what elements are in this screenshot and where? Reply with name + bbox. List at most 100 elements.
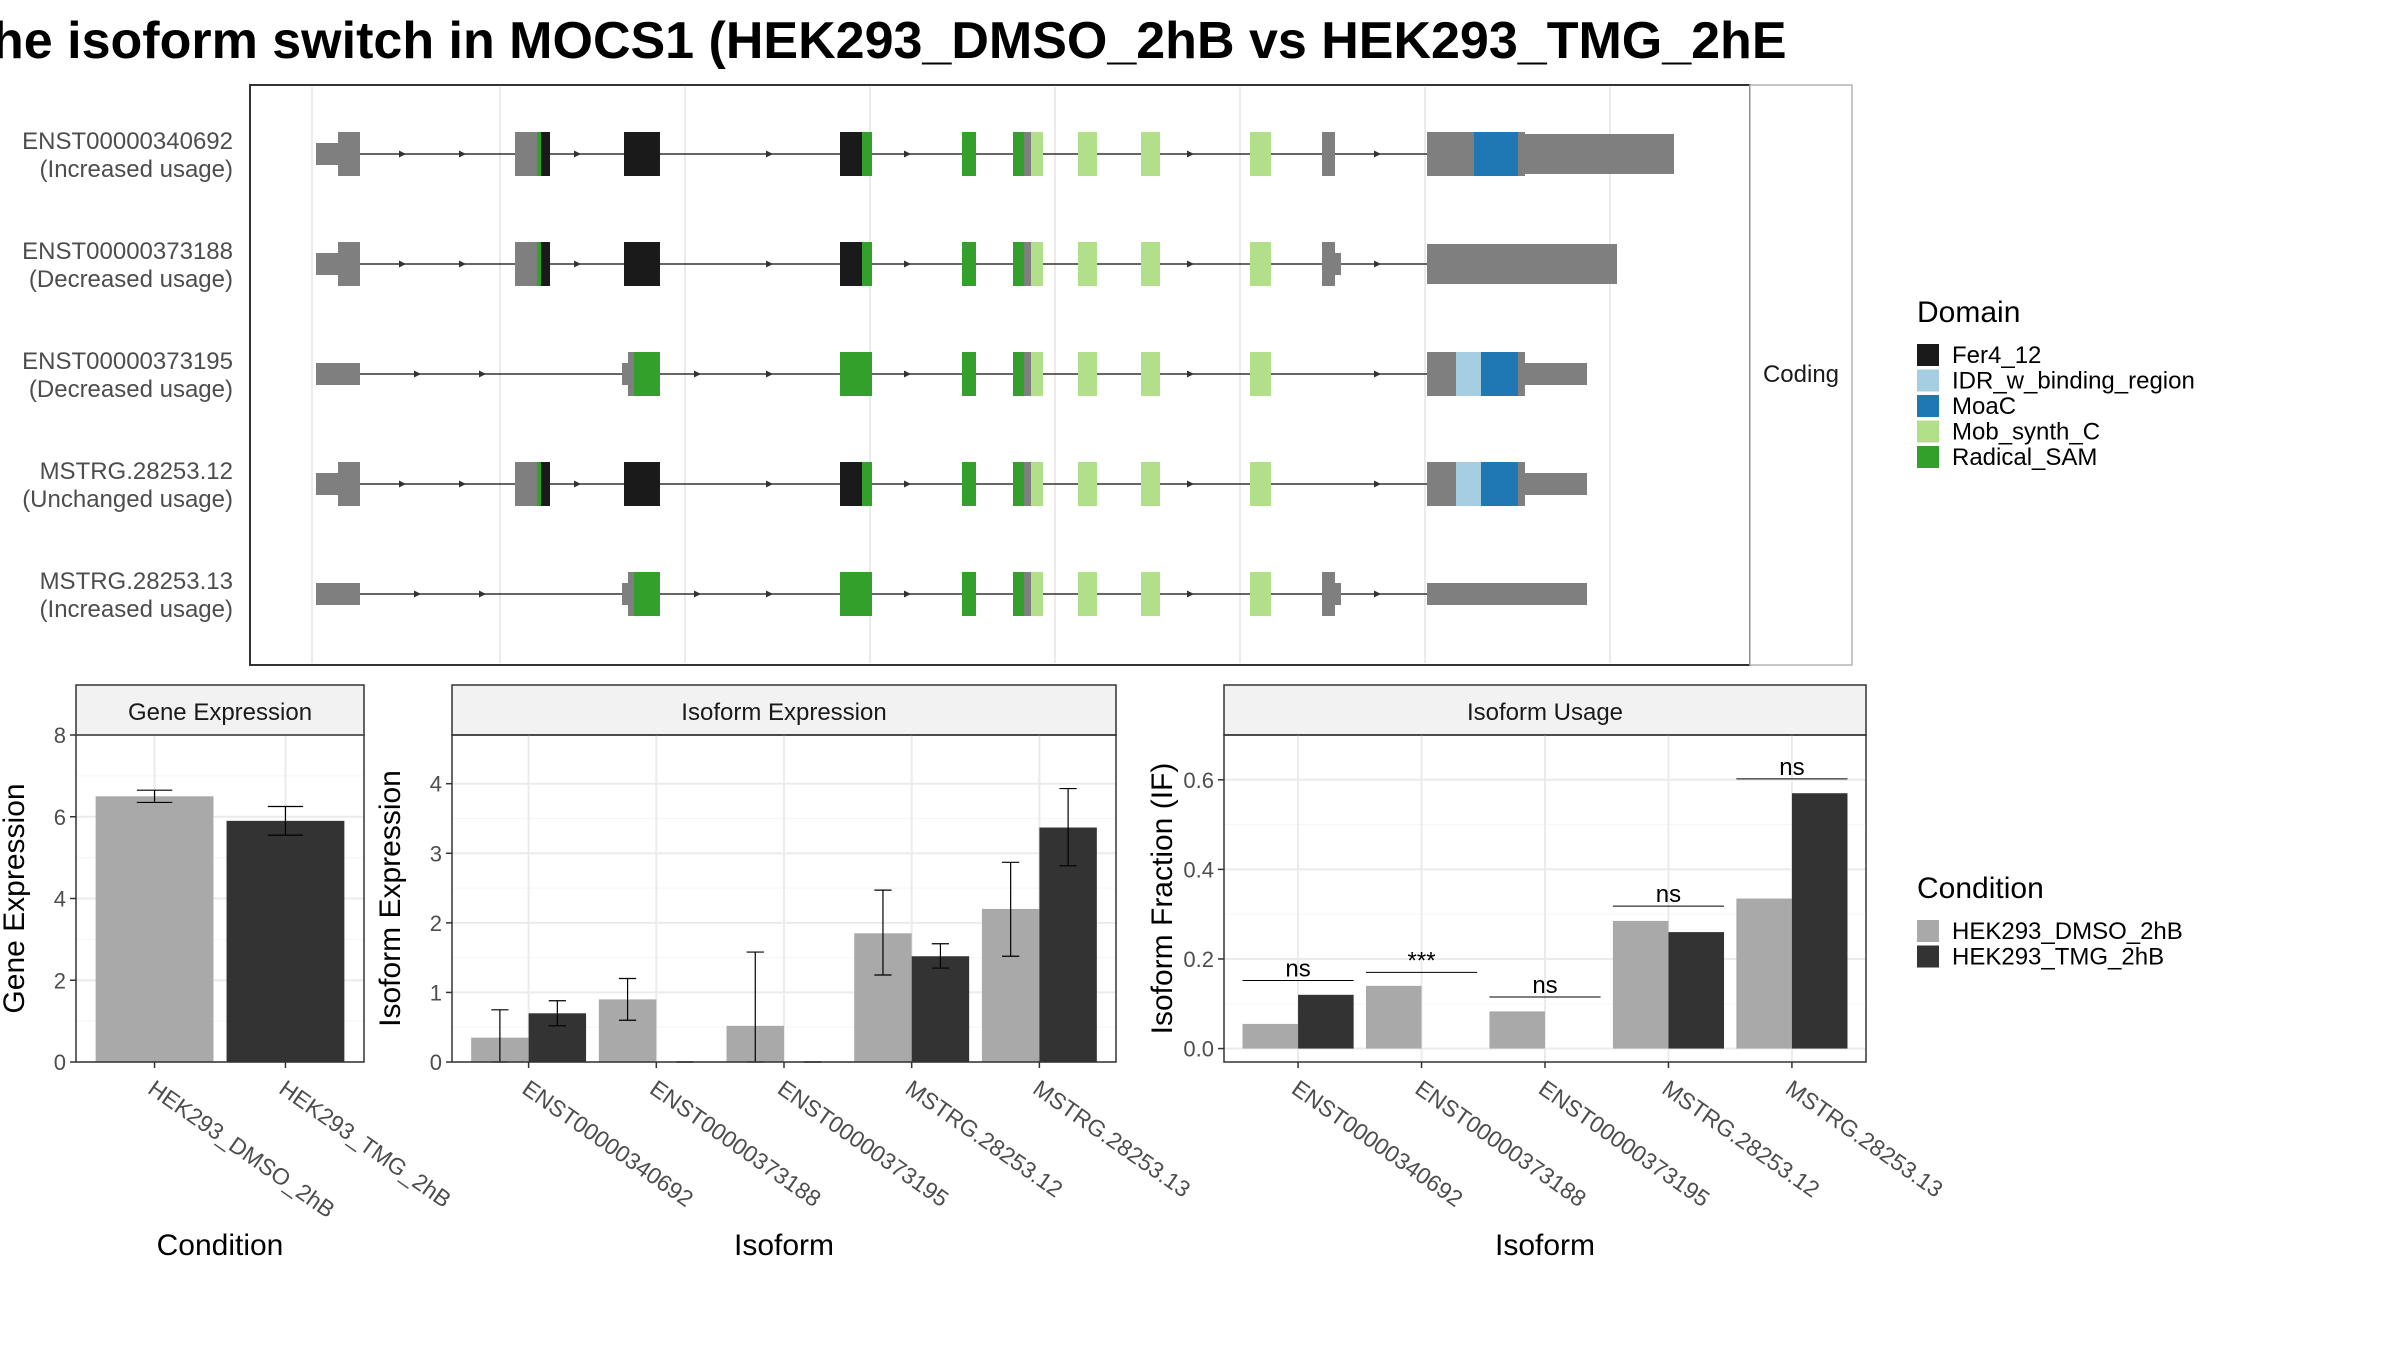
exon-segment: [541, 242, 550, 286]
domain-legend-swatch: [1917, 395, 1939, 417]
panel-title-strip: [451, 684, 1117, 736]
y-axis-title: Isoform Fraction (IF): [1146, 763, 1179, 1035]
exon-segment: [1481, 352, 1518, 396]
exon-segment: [962, 572, 976, 616]
exon-segment: [1335, 583, 1341, 605]
y-tick-label: 0.6: [1183, 768, 1214, 793]
exon-segment: [1141, 132, 1160, 176]
exon-segment: [1141, 572, 1160, 616]
transcript-id-label: MSTRG.28253.13: [40, 568, 233, 595]
condition-legend-swatch: [1917, 920, 1939, 942]
direction-arrow: [904, 260, 911, 268]
transcript-usage-label: (Decreased usage): [29, 376, 233, 403]
bar: [1298, 994, 1354, 1049]
exon-segment: [624, 242, 660, 286]
exon-segment: [840, 352, 872, 396]
exon-segment: [316, 143, 338, 165]
exon-segment: [1031, 462, 1043, 506]
panel-title: Isoform Usage: [1467, 699, 1623, 726]
direction-arrow: [766, 260, 773, 268]
exon-segment: [962, 242, 976, 286]
direction-arrow: [1374, 480, 1381, 488]
domain-legend-swatch: [1917, 446, 1939, 468]
exon-segment: [338, 462, 360, 506]
exon-segment: [1525, 134, 1674, 174]
exon-segment: [1141, 242, 1160, 286]
domain-legend-swatch: [1917, 420, 1939, 443]
direction-arrow: [459, 480, 466, 488]
exon-segment: [1335, 253, 1341, 275]
exon-segment: [862, 132, 872, 176]
transcript-id-label: ENST00000340692: [22, 128, 233, 155]
exon-segment: [1078, 242, 1097, 286]
exon-segment: [1013, 572, 1024, 616]
bar: [1668, 932, 1725, 1049]
exon-segment: [628, 352, 634, 396]
domain-legend: Domain Fer4_12IDR_w_binding_regionMoaCMo…: [1917, 296, 2195, 471]
exon-segment: [1250, 132, 1271, 176]
exon-segment: [316, 363, 360, 385]
exon-segment: [515, 462, 537, 506]
panel-title: Isoform Expression: [681, 699, 886, 726]
direction-arrow: [766, 150, 773, 158]
direction-arrow: [904, 150, 911, 158]
domain-legend-label: IDR_w_binding_region: [1952, 368, 2195, 395]
direction-arrow: [414, 590, 421, 598]
significance-label: ns: [1779, 754, 1804, 781]
exon-segment: [962, 462, 976, 506]
domain-legend-label: Fer4_12: [1952, 342, 2041, 369]
significance-label: ***: [1408, 947, 1436, 974]
exon-segment: [1141, 462, 1160, 506]
direction-arrow: [904, 590, 911, 598]
y-tick-label: 4: [54, 887, 66, 912]
exon-segment: [1250, 352, 1271, 396]
exon-segment: [1024, 572, 1031, 616]
exon-segment: [1525, 473, 1587, 495]
exon-segment: [1427, 244, 1617, 284]
direction-arrow: [694, 590, 701, 598]
exon-segment: [1024, 462, 1031, 506]
exon-segment: [316, 583, 360, 605]
bar: [1612, 920, 1669, 1049]
exon-segment: [1024, 242, 1031, 286]
exon-segment: [541, 132, 550, 176]
exon-segment: [537, 462, 541, 506]
x-axis-title: Condition: [157, 1229, 284, 1262]
exon-segment: [1518, 132, 1525, 176]
transcript-usage-label: (Increased usage): [40, 156, 233, 183]
direction-arrow: [1374, 150, 1381, 158]
y-tick-label: 0: [430, 1050, 442, 1075]
x-axis-title: Isoform: [1495, 1229, 1595, 1262]
exon-segment: [1322, 242, 1335, 286]
direction-arrow: [904, 480, 911, 488]
significance-label: ns: [1532, 972, 1557, 999]
panel-title-strip: [75, 684, 365, 736]
direction-arrow: [459, 260, 466, 268]
exon-segment: [1031, 352, 1043, 396]
exon-segment: [1078, 352, 1097, 396]
exon-segment: [1013, 132, 1024, 176]
exon-segment: [1250, 462, 1271, 506]
exon-segment: [840, 572, 872, 616]
y-axis-title: Gene Expression: [0, 783, 31, 1013]
y-tick-label: 2: [54, 968, 66, 993]
bar: [911, 956, 970, 1062]
direction-arrow: [574, 260, 581, 268]
exon-segment: [338, 242, 360, 286]
exon-segment: [1427, 462, 1456, 506]
exon-segment: [634, 352, 660, 396]
domain-legend-swatch: [1917, 344, 1939, 366]
direction-arrow: [459, 150, 466, 158]
exon-segment: [962, 132, 976, 176]
direction-arrow: [1374, 590, 1381, 598]
condition-legend-swatch: [1917, 945, 1939, 968]
bar: [1489, 1011, 1545, 1049]
direction-arrow: [399, 150, 406, 158]
transcript-usage-label: (Unchanged usage): [22, 486, 233, 513]
bar: [1242, 1023, 1299, 1049]
domain-legend-label: MoaC: [1952, 393, 2016, 420]
exon-segment: [1322, 132, 1335, 176]
exon-segment: [515, 132, 537, 176]
direction-arrow: [766, 370, 773, 378]
